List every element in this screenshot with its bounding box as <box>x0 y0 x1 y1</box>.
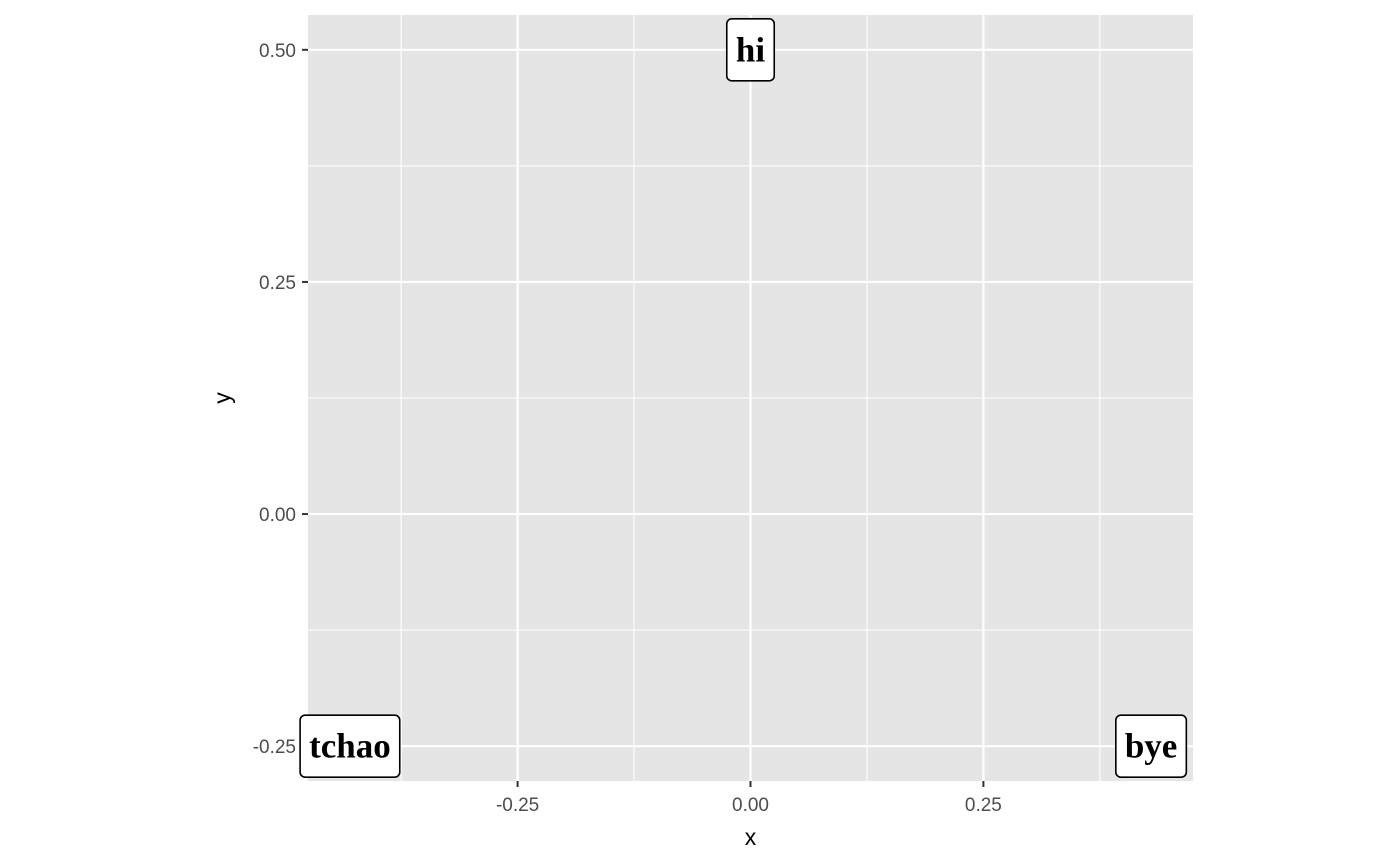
y-tick-label: 0.50 <box>259 41 296 62</box>
label-box <box>1115 714 1188 778</box>
label-text: tchao <box>309 727 391 766</box>
point-label-tchao: tchao <box>299 714 401 778</box>
point-label-hi: hi <box>725 18 776 82</box>
y-tick-label: 0.00 <box>259 505 296 526</box>
label-box <box>299 714 401 778</box>
x-tick-label: 0.00 <box>732 795 769 816</box>
y-axis-title: y <box>209 392 235 404</box>
point-labels: hi tchao bye <box>299 18 1188 778</box>
label-text: hi <box>736 30 765 69</box>
x-axis-title: x <box>745 824 757 850</box>
label-text: bye <box>1125 727 1178 766</box>
label-box <box>725 18 776 82</box>
y-tick-label: -0.25 <box>253 737 296 758</box>
x-tick-label: -0.25 <box>496 795 539 816</box>
x-tick-label: 0.25 <box>965 795 1002 816</box>
y-tick-label: 0.25 <box>259 273 296 294</box>
point-label-bye: bye <box>1115 714 1188 778</box>
x-axis: -0.25 0.00 0.25 <box>496 781 1002 816</box>
y-axis: -0.25 0.00 0.25 0.50 <box>253 41 308 758</box>
